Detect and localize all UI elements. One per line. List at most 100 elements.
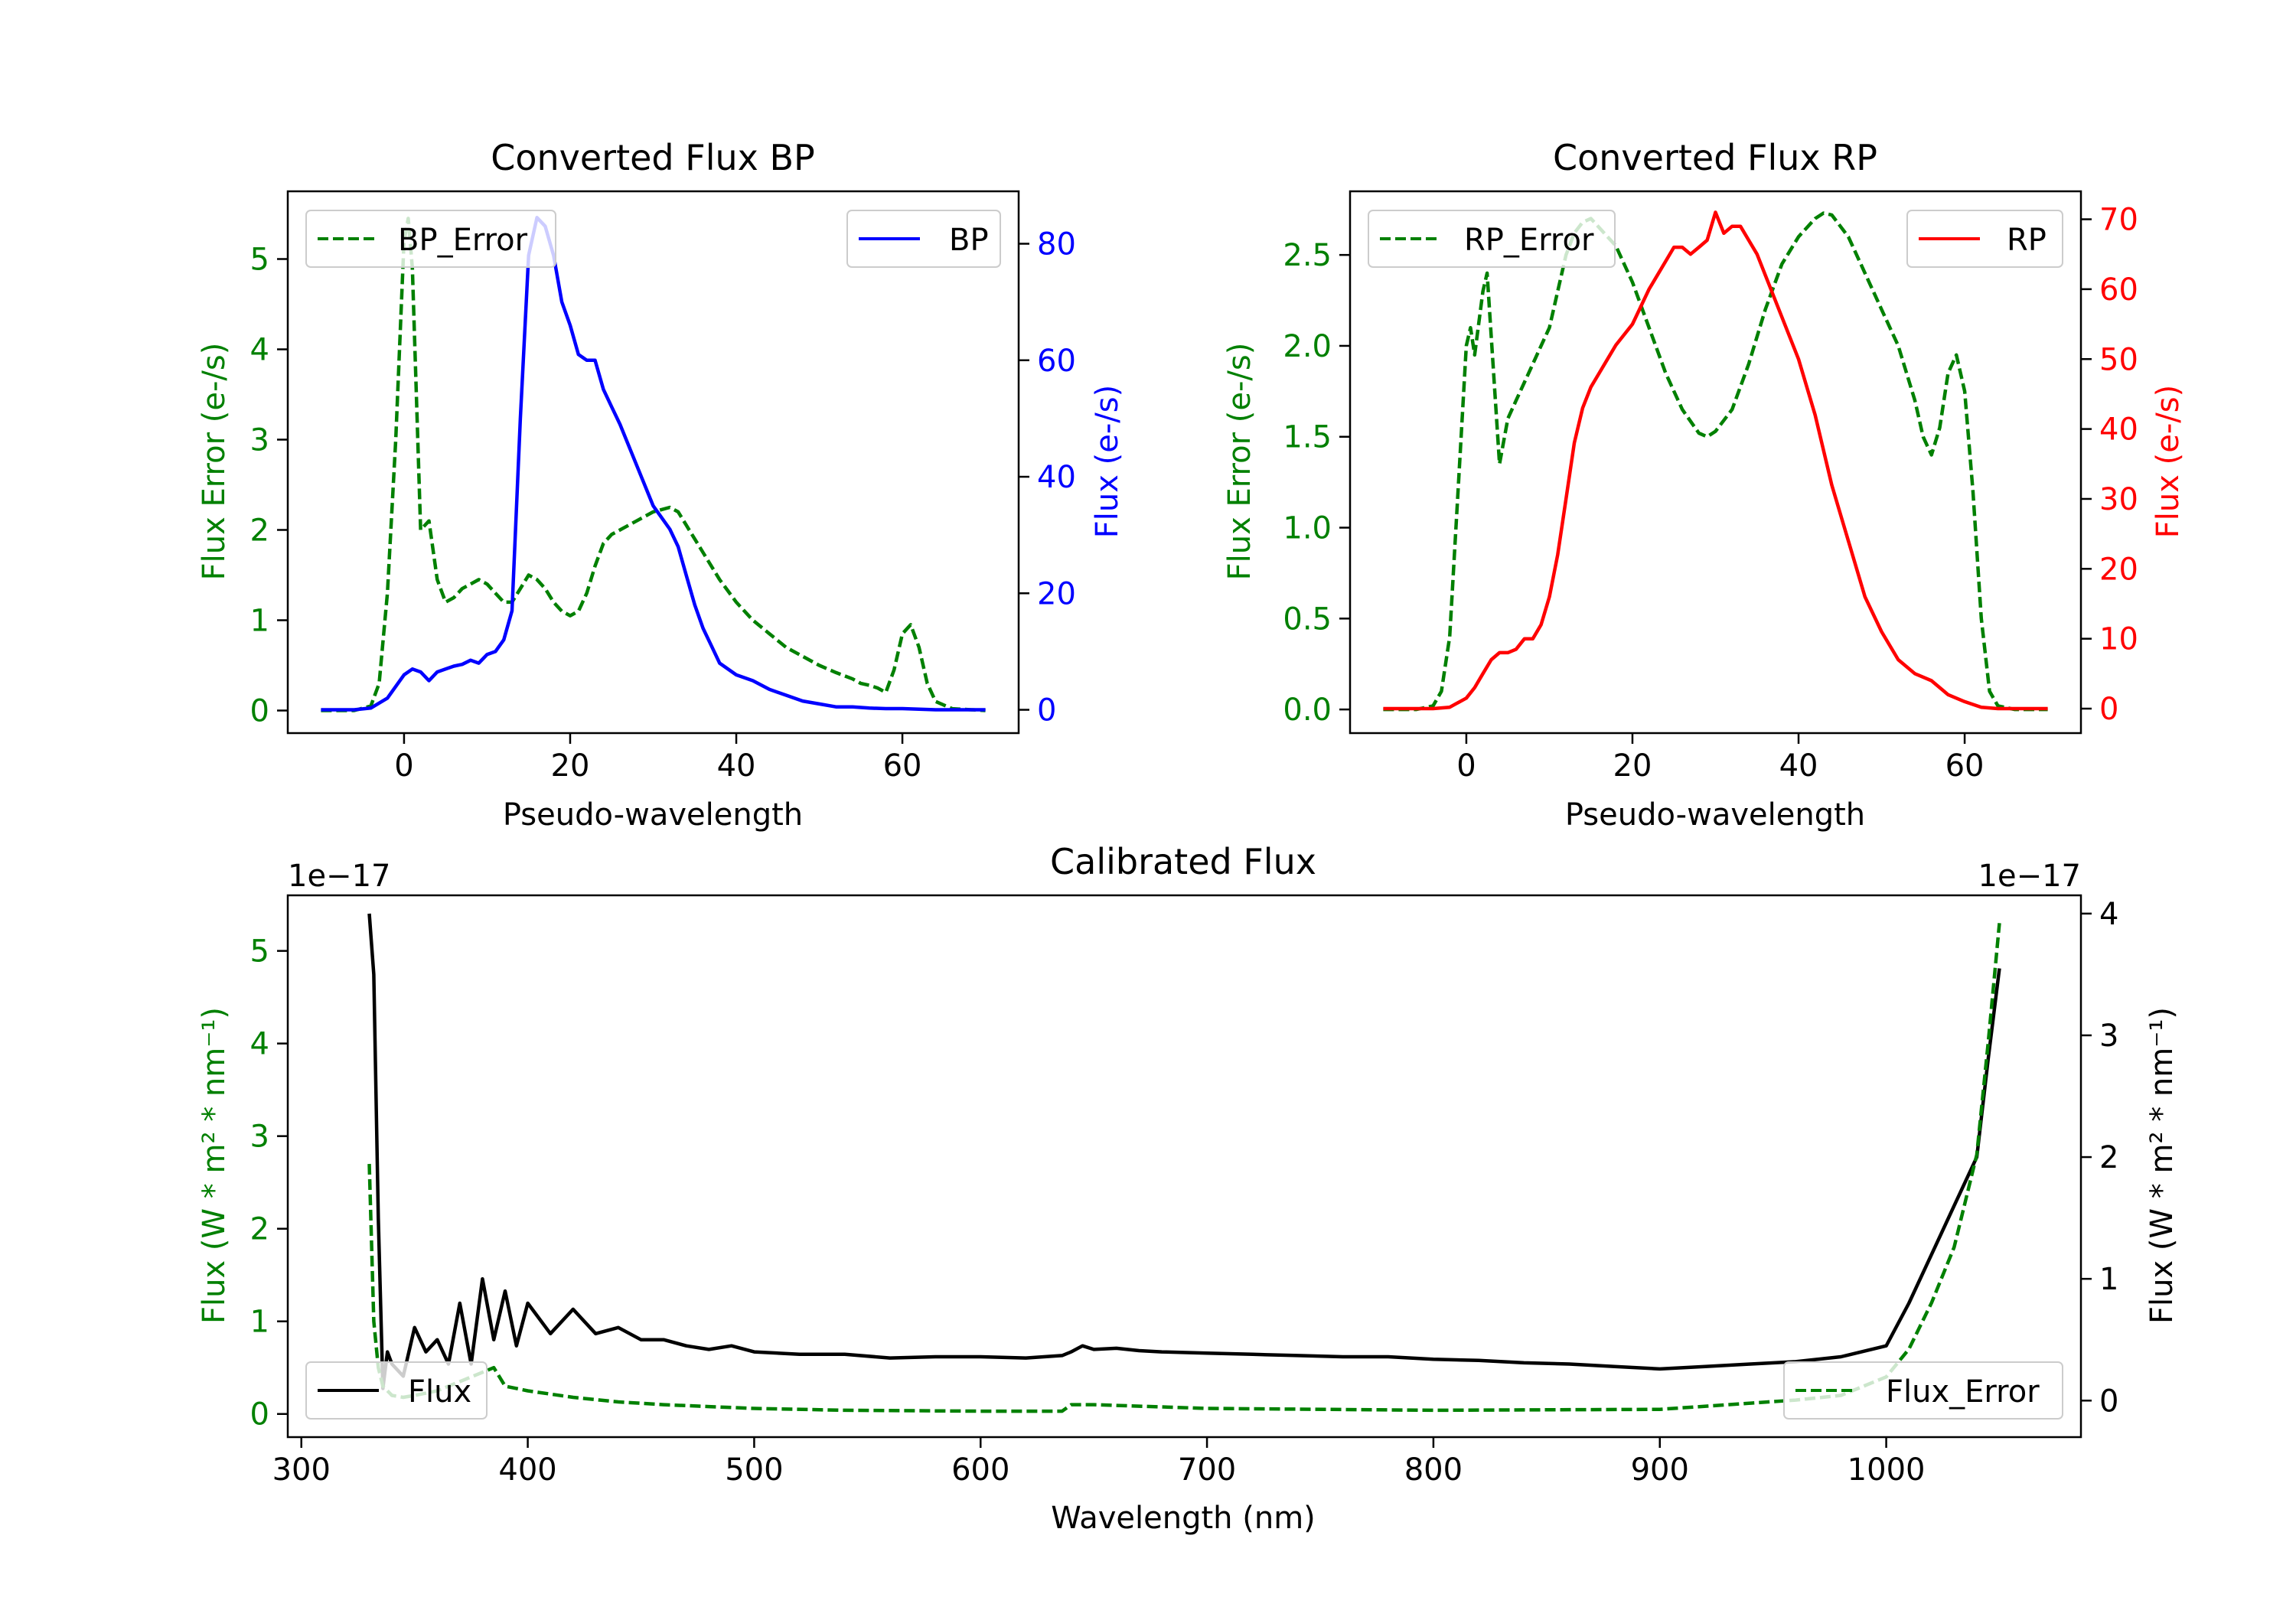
x-tick-label: 300 xyxy=(272,1452,331,1488)
left-tick-label: 2 xyxy=(250,513,269,549)
left-offset-label: 1e−17 xyxy=(288,859,390,894)
bp-ticks: 0 20 40 60 0 1 2 3 4 5 0 20 40 60 80 xyxy=(250,227,1076,784)
legend-label: RP xyxy=(2007,223,2047,258)
calibrated-error-legend: Flux_Error xyxy=(1783,1361,2063,1420)
x-tick-label: 1000 xyxy=(1848,1452,1926,1488)
left-tick-label: 0 xyxy=(250,1397,269,1433)
bp-right-axis-label: Flux (e-/s) xyxy=(1090,385,1125,538)
legend-label: Flux_Error xyxy=(1886,1374,2040,1410)
right-tick-label: 0 xyxy=(2099,1384,2118,1419)
x-tick-label: 20 xyxy=(1613,748,1652,784)
legend-box xyxy=(1783,1361,2063,1420)
right-offset-label: 1e−17 xyxy=(1978,859,2081,894)
right-tick-label: 0 xyxy=(1037,693,1056,729)
rp-left-axis-label: Flux Error (e-/s) xyxy=(1222,343,1257,581)
bp-series xyxy=(321,216,986,712)
right-tick-label: 40 xyxy=(2099,412,2138,448)
calibrated-right-axis-label: Flux (W * m² * nm⁻¹) xyxy=(2144,1007,2180,1324)
left-tick-label: 5 xyxy=(250,243,269,278)
x-tick-label: 60 xyxy=(1945,748,1985,784)
legend-box xyxy=(1368,210,1616,268)
calibrated-axes-frame xyxy=(286,894,2082,1439)
legend-box xyxy=(305,1361,488,1420)
right-tick-label: 40 xyxy=(1037,460,1076,495)
left-tick-label: 2.0 xyxy=(1283,329,1332,364)
right-tick-label: 20 xyxy=(2099,552,2138,587)
right-tick-label: 60 xyxy=(1037,344,1076,379)
bp-axes-frame xyxy=(286,190,1020,735)
left-tick-label: 1.5 xyxy=(1283,420,1332,455)
x-tick-label: 40 xyxy=(1779,748,1818,784)
flux-series-line xyxy=(367,913,2001,1390)
left-tick-label: 1 xyxy=(250,1305,269,1340)
calibrated-x-axis-label: Wavelength (nm) xyxy=(1051,1501,1316,1536)
left-tick-label: 2.5 xyxy=(1283,238,1332,273)
calibrated-flux-legend: Flux xyxy=(305,1361,488,1420)
rp-error-series-line xyxy=(1383,211,2048,712)
rp-error-legend: RP_Error xyxy=(1368,210,1616,268)
bp-series-line xyxy=(321,216,986,712)
rp-title: Converted Flux RP xyxy=(1553,137,1877,178)
legend-box xyxy=(1906,210,2063,268)
left-tick-label: 0 xyxy=(250,694,269,729)
right-tick-label: 50 xyxy=(2099,342,2138,377)
right-tick-label: 20 xyxy=(1037,576,1076,611)
right-tick-label: 3 xyxy=(2099,1019,2118,1054)
left-tick-label: 3 xyxy=(250,423,269,458)
left-tick-label: 4 xyxy=(250,1027,269,1062)
x-tick-label: 800 xyxy=(1404,1452,1463,1488)
rp-axes-frame xyxy=(1349,190,2082,735)
right-tick-label: 80 xyxy=(1037,227,1076,262)
bp-error-legend: BP_Error xyxy=(305,210,556,268)
right-tick-label: 10 xyxy=(2099,622,2138,657)
x-tick-label: 700 xyxy=(1178,1452,1236,1488)
left-tick-label: 1.0 xyxy=(1283,511,1332,546)
bp-x-axis-label: Pseudo-wavelength xyxy=(503,797,803,833)
bp-flux-legend: BP xyxy=(846,210,1001,268)
x-tick-label: 0 xyxy=(394,748,413,784)
right-tick-label: 60 xyxy=(2099,272,2138,308)
x-tick-label: 0 xyxy=(1456,748,1476,784)
rp-flux-legend: RP xyxy=(1906,210,2063,268)
right-tick-label: 0 xyxy=(2099,692,2118,727)
right-tick-label: 1 xyxy=(2099,1262,2118,1297)
x-tick-label: 20 xyxy=(551,748,590,784)
left-tick-label: 1 xyxy=(250,604,269,639)
right-tick-label: 4 xyxy=(2099,897,2118,932)
left-tick-label: 3 xyxy=(250,1120,269,1155)
bp-title: Converted Flux BP xyxy=(491,137,815,178)
x-tick-label: 40 xyxy=(717,748,756,784)
rp-panel: Converted Flux RP Pseudo-wavelength Flux… xyxy=(1222,137,2186,833)
x-tick-label: 400 xyxy=(498,1452,556,1488)
left-tick-label: 5 xyxy=(250,934,269,970)
right-tick-label: 30 xyxy=(2099,482,2138,517)
rp-series xyxy=(1383,210,2048,712)
left-tick-label: 2 xyxy=(250,1212,269,1247)
rp-series-line xyxy=(1383,210,2048,711)
rp-right-axis-label: Flux (e-/s) xyxy=(2151,385,2186,538)
legend-box xyxy=(846,210,1001,268)
x-tick-label: 600 xyxy=(951,1452,1009,1488)
x-tick-label: 60 xyxy=(883,748,922,784)
right-tick-label: 2 xyxy=(2099,1140,2118,1175)
calibrated-title: Calibrated Flux xyxy=(1050,841,1316,882)
legend-box xyxy=(305,210,556,268)
calibrated-ticks: 300 400 500 600 700 800 900 1000 0 1 2 3 4 5 0 1 2 3 4 xyxy=(250,897,2119,1488)
bp-left-axis-label: Flux Error (e-/s) xyxy=(197,343,232,581)
legend-label: Flux xyxy=(408,1374,471,1410)
left-tick-label: 0.0 xyxy=(1283,693,1332,728)
rp-ticks: 0 20 40 60 0.0 0.5 1.0 1.5 2.0 2.5 0 10 20 30 40 50 60 70 xyxy=(1283,203,2138,784)
right-tick-label: 70 xyxy=(2099,203,2138,238)
legend-label: BP xyxy=(949,223,989,258)
calibrated-panel: Calibrated Flux Wavelength (nm) Flux (W … xyxy=(197,841,2180,1536)
bp-error-series-line xyxy=(321,217,986,712)
calibrated-left-axis-label: Flux (W * m² * nm⁻¹) xyxy=(197,1007,232,1324)
left-tick-label: 0.5 xyxy=(1283,601,1332,637)
bp-panel: Converted Flux BP Pseudo-wavelength Flux… xyxy=(197,137,1125,833)
x-tick-label: 900 xyxy=(1631,1452,1689,1488)
rp-x-axis-label: Pseudo-wavelength xyxy=(1565,797,1865,833)
left-tick-label: 4 xyxy=(250,333,269,368)
x-tick-label: 500 xyxy=(725,1452,783,1488)
legend-label: BP_Error xyxy=(398,223,528,258)
